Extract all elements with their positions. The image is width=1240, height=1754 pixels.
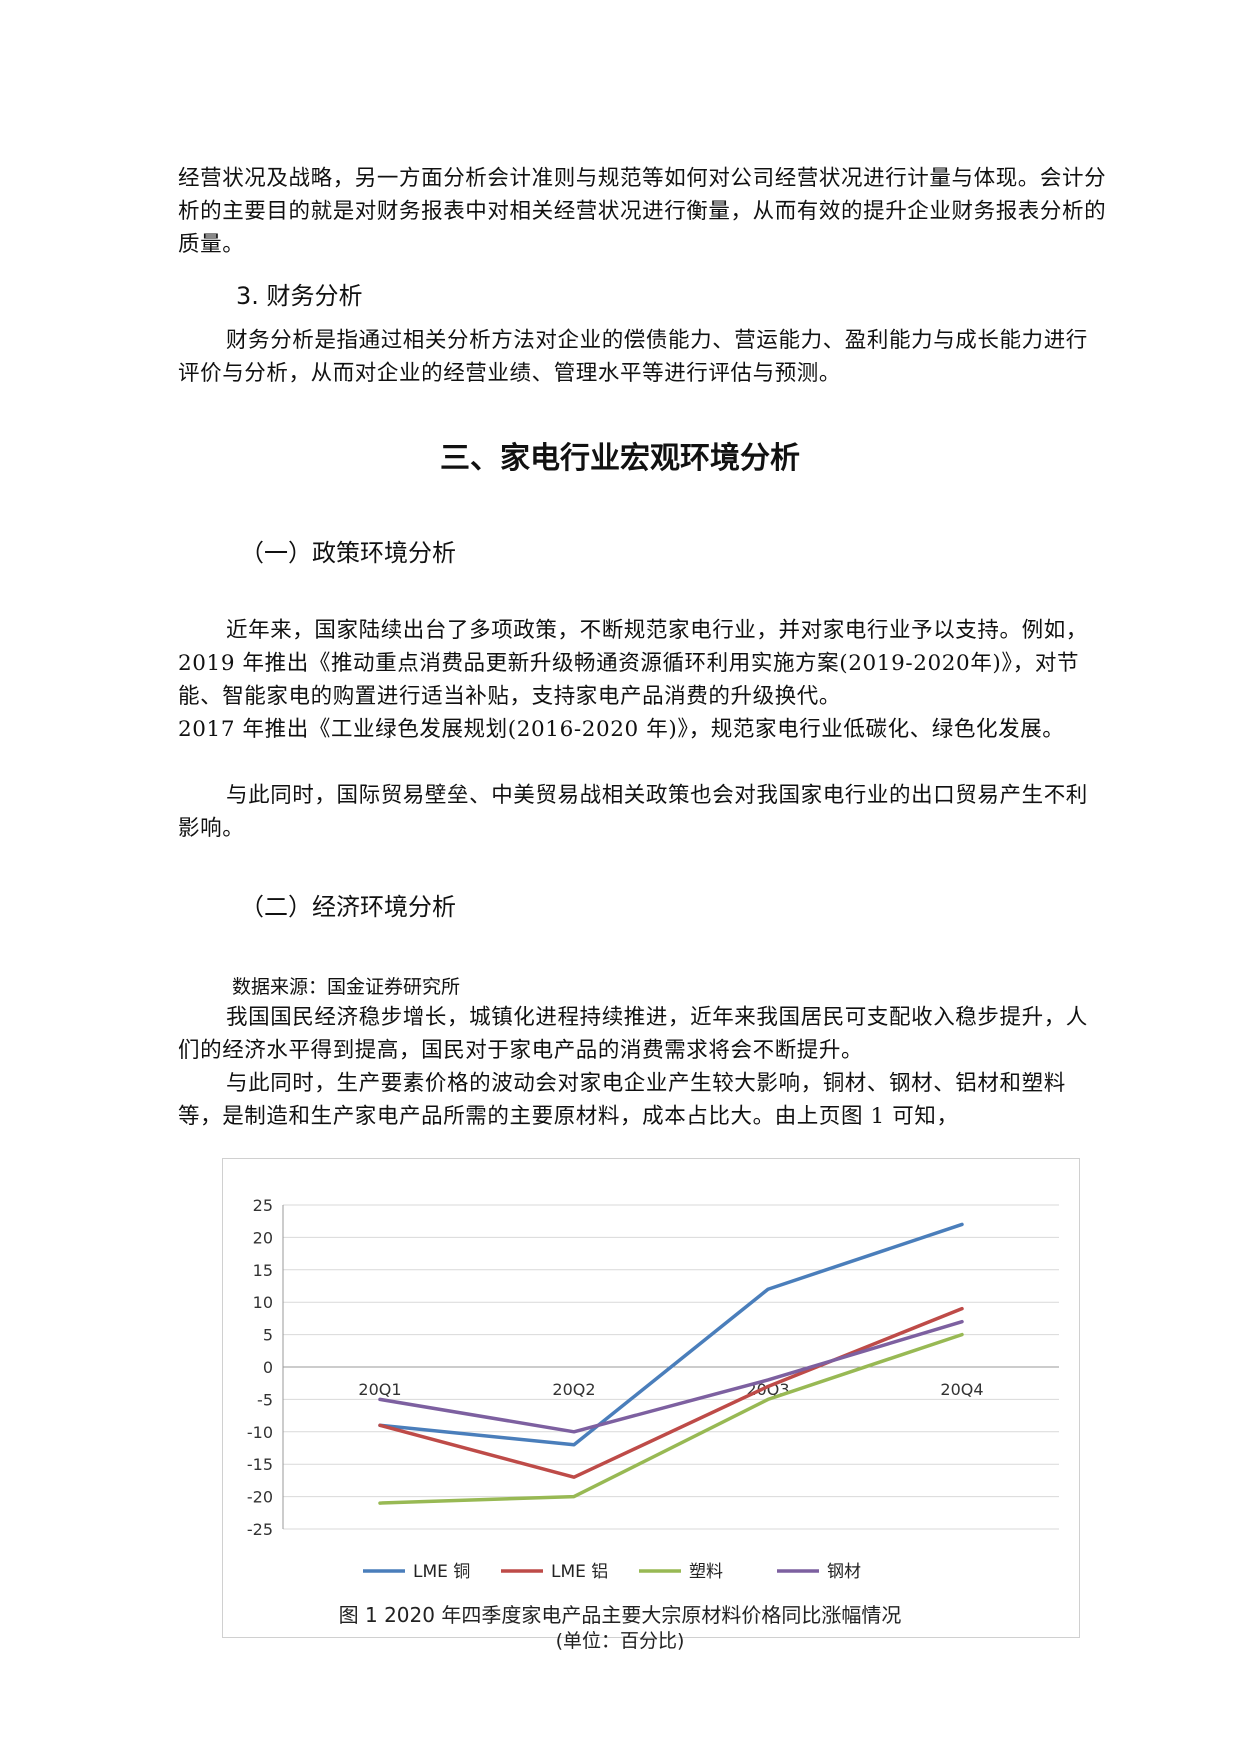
paragraph-accounting-analysis: 经营状况及战略，另一方面分析会计准则与规范等如何对公司经营状况进行计量与体现。会… (178, 166, 1107, 257)
paragraph-economy-1: 我国国民经济稳步增长，城镇化进程持续推进，近年来我国居民可支配收入稳步提升，人们… (178, 1005, 1088, 1063)
y-tick-label: 0 (263, 1358, 273, 1377)
section-title: 三、家电行业宏观环境分析 (440, 441, 800, 476)
y-tick-label: 25 (253, 1196, 273, 1215)
x-tick-label: 20Q4 (940, 1380, 983, 1399)
legend-label: 钢材 (827, 1562, 861, 1582)
paragraph-policy-1: 近年来，国家陆续出台了多项政策，不断规范家电行业，并对家电行业予以支持。例如，2… (178, 618, 1088, 709)
y-tick-label: 15 (253, 1261, 273, 1280)
y-tick-label: -5 (257, 1390, 273, 1409)
series-line-3 (378, 1319, 964, 1434)
x-tick-label: 20Q1 (358, 1380, 401, 1399)
heading-financial-analysis: 3. 财务分析 (236, 282, 363, 310)
y-tick-label: -20 (247, 1488, 273, 1507)
series-line-1 (378, 1306, 964, 1479)
legend-label: 塑料 (689, 1562, 723, 1582)
x-tick-label: 20Q2 (552, 1380, 595, 1399)
y-tick-label: -15 (247, 1455, 273, 1474)
paragraph-policy-3: 与此同时，国际贸易壁垒、中美贸易战相关政策也会对我国家电行业的出口贸易产生不利影… (178, 783, 1088, 841)
legend-label: LME 铝 (551, 1562, 608, 1582)
heading-economic-environment: （二）经济环境分析 (240, 893, 456, 921)
y-tick-label: 10 (253, 1293, 273, 1312)
chart-unit: (单位：百分比) (555, 1630, 685, 1652)
y-tick-label: -25 (247, 1520, 273, 1539)
chart-caption: 图 1 2020 年四季度家电产品主要大宗原材料价格同比涨幅情况 (338, 1603, 902, 1627)
series-line-0 (378, 1222, 964, 1447)
heading-policy-environment: （一）政策环境分析 (240, 539, 456, 567)
paragraph-financial-analysis: 财务分析是指通过相关分析方法对企业的偿债能力、营运能力、盈利能力与成长能力进行评… (178, 328, 1088, 386)
y-tick-label: 5 (263, 1326, 273, 1345)
y-tick-label: 20 (253, 1228, 273, 1247)
paragraph-economy-2: 与此同时，生产要素价格的波动会对家电企业产生较大影响，铜材、钢材、铝材和塑料等，… (178, 1071, 1066, 1129)
chart-frame: 25 20 15 10 5 0 -5 -10 -15 -20 -25 20Q1 20Q2 20Q3 20Q4… (222, 1158, 1080, 1638)
data-source-note: 数据来源：国金证券研究所 (232, 976, 461, 998)
paragraph-policy-2: 2017 年推出《工业绿色发展规划(2016-2020 年)》，规范家电行业低碳… (178, 717, 1065, 742)
series-line-2 (378, 1332, 964, 1505)
legend-label: LME 铜 (413, 1562, 470, 1582)
y-tick-label: -10 (247, 1423, 273, 1442)
